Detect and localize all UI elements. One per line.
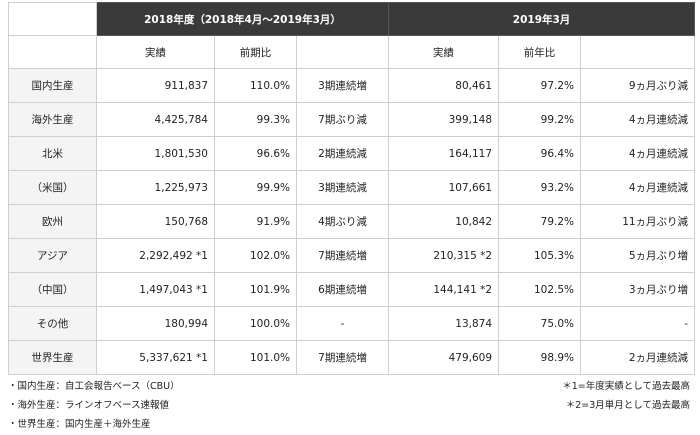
fy-actual-cell: 1,801,530	[96, 136, 215, 171]
month-ratio-cell: 96.4%	[498, 136, 582, 171]
fy-note-cell: -	[295, 306, 390, 341]
month-note-cell: 11ヵ月ぶり減	[580, 204, 696, 239]
fy-ratio-cell: 100.0%	[214, 306, 297, 341]
table-body: 国内生産 911,837 110.0% 3期連続増 80,461 97.2% 9ヵ月ぶり減海…	[8, 68, 696, 375]
table-row: 北米 1,801,530 96.6% 2期連続減 164,117 96.4% 4ヵ月連続減	[8, 136, 696, 171]
month-actual-cell: 80,461	[388, 68, 500, 103]
month-header: 2019年3月	[388, 2, 696, 36]
table-row: アジア 2,292,492 *1 102.0% 7期連続増 210,315 *2 105.…	[8, 238, 696, 273]
row-label: 世界生産	[8, 340, 97, 375]
month-actual-cell: 13,874	[388, 306, 500, 341]
fy-note-cell: 3期連続減	[295, 170, 390, 205]
corner-cell	[8, 2, 97, 36]
month-note-cell: 4ヵ月連続減	[580, 136, 696, 171]
month-note-cell: 4ヵ月連続減	[580, 170, 696, 205]
fy-ratio-cell: 91.9%	[214, 204, 297, 239]
fy-note-cell: 7期ぶり減	[295, 102, 390, 137]
fy-ratio-cell: 96.6%	[214, 136, 297, 171]
month-ratio-cell: 75.0%	[498, 306, 582, 341]
month-actual-cell: 107,661	[388, 170, 500, 205]
fy-actual-cell: 911,837	[96, 68, 215, 103]
month-note-cell: 5ヵ月ぶり増	[580, 238, 696, 273]
month-note-cell: 2ヵ月連続減	[580, 340, 696, 375]
row-label: 国内生産	[8, 68, 97, 103]
row-label: （米国）	[8, 170, 97, 205]
footnote-global: ・世界生産：国内生産＋海外生産	[8, 419, 151, 430]
fy-actual-cell: 4,425,784	[96, 102, 215, 137]
fy-ratio-cell: 110.0%	[214, 68, 297, 103]
table-row: 欧州 150,768 91.9% 4期ぶり減 10,842 79.2% 11ヵ月ぶり減	[8, 204, 696, 239]
fy-actual-header: 実績	[96, 35, 215, 69]
footnote-star2: ＊2=3月単月として過去最高	[565, 400, 690, 411]
fy-actual-cell: 5,337,621 *1	[96, 340, 215, 375]
month-actual-cell: 479,609	[388, 340, 500, 375]
corner-cell-2	[8, 35, 97, 69]
fy-note-cell: 7期連続増	[295, 340, 390, 375]
footnote-star1: ＊1=年度実績として過去最高	[562, 381, 690, 392]
fy-note-cell: 4期ぶり減	[295, 204, 390, 239]
table-row: （中国） 1,497,043 *1 101.9% 6期連続増 144,141 *2 102…	[8, 272, 696, 307]
row-label: 北米	[8, 136, 97, 171]
fy-ratio-cell: 99.3%	[214, 102, 297, 137]
month-ratio-header: 前年比	[498, 35, 582, 69]
row-label: 欧州	[8, 204, 97, 239]
footnotes-left: ・国内生産：自工会報告ベース（CBU） ・海外生産：ラインオフベース速報値 ・世…	[8, 377, 180, 434]
month-actual-cell: 210,315 *2	[388, 238, 500, 273]
fy-actual-cell: 180,994	[96, 306, 215, 341]
month-actual-cell: 164,117	[388, 136, 500, 171]
fy-note-cell: 2期連続減	[295, 136, 390, 171]
row-label: 海外生産	[8, 102, 97, 137]
table-row: （米国） 1,225,973 99.9% 3期連続減 107,661 93.2% 4ヵ月連続…	[8, 170, 696, 205]
fy-ratio-cell: 101.0%	[214, 340, 297, 375]
table-row: 海外生産 4,425,784 99.3% 7期ぶり減 399,148 99.2% 4ヵ月連続…	[8, 102, 696, 137]
month-note-cell: -	[580, 306, 696, 341]
fy-ratio-cell: 102.0%	[214, 238, 297, 273]
fy-note-cell: 6期連続増	[295, 272, 390, 307]
fy-ratio-cell: 99.9%	[214, 170, 297, 205]
row-label: （中国）	[8, 272, 97, 307]
row-label: その他	[8, 306, 97, 341]
month-ratio-cell: 97.2%	[498, 68, 582, 103]
month-actual-cell: 10,842	[388, 204, 500, 239]
month-actual-cell: 144,141 *2	[388, 272, 500, 307]
month-note-cell: 9ヵ月ぶり減	[580, 68, 696, 103]
row-label: アジア	[8, 238, 97, 273]
month-ratio-cell: 98.9%	[498, 340, 582, 375]
month-note-cell: 4ヵ月連続減	[580, 102, 696, 137]
month-ratio-cell: 93.2%	[498, 170, 582, 205]
footnotes-right: ＊1=年度実績として過去最高 ＊2=3月単月として過去最高	[562, 377, 690, 415]
footnote-overseas: ・海外生産：ラインオフベース速報値	[8, 400, 170, 411]
fy-actual-cell: 2,292,492 *1	[96, 238, 215, 273]
table-row: その他 180,994 100.0% -13,874 75.0% -	[8, 306, 696, 341]
month-actual-cell: 399,148	[388, 102, 500, 137]
table-row: 世界生産 5,337,621 *1 101.0% 7期連続増 479,609 98.9% 2…	[8, 340, 696, 375]
month-note-header	[580, 35, 696, 69]
fy-ratio-cell: 101.9%	[214, 272, 297, 307]
fy-note-cell: 3期連続増	[295, 68, 390, 103]
footnote-domestic: ・国内生産：自工会報告ベース（CBU）	[8, 381, 180, 392]
month-ratio-cell: 99.2%	[498, 102, 582, 137]
month-ratio-cell: 102.5%	[498, 272, 582, 307]
fy-note-cell: 7期連続増	[295, 238, 390, 273]
period-header-row: 2018年度（2018年4月～2019年3月） 2019年3月	[8, 2, 696, 36]
fy-actual-cell: 150,768	[96, 204, 215, 239]
table-row: 国内生産 911,837 110.0% 3期連続増 80,461 97.2% 9ヵ月ぶり減	[8, 68, 696, 103]
month-ratio-cell: 105.3%	[498, 238, 582, 273]
production-table: 2018年度（2018年4月～2019年3月） 2019年3月 実績 前期比 実…	[8, 2, 696, 375]
month-ratio-cell: 79.2%	[498, 204, 582, 239]
fy-actual-cell: 1,225,973	[96, 170, 215, 205]
fy-note-header	[295, 35, 390, 69]
month-note-cell: 3ヵ月ぶり増	[580, 272, 696, 307]
fy-actual-cell: 1,497,043 *1	[96, 272, 215, 307]
column-header-row: 実績 前期比 実績 前年比	[8, 35, 696, 69]
fy-ratio-header: 前期比	[214, 35, 297, 69]
month-actual-header: 実績	[388, 35, 500, 69]
fiscal-year-header: 2018年度（2018年4月～2019年3月）	[95, 2, 390, 36]
